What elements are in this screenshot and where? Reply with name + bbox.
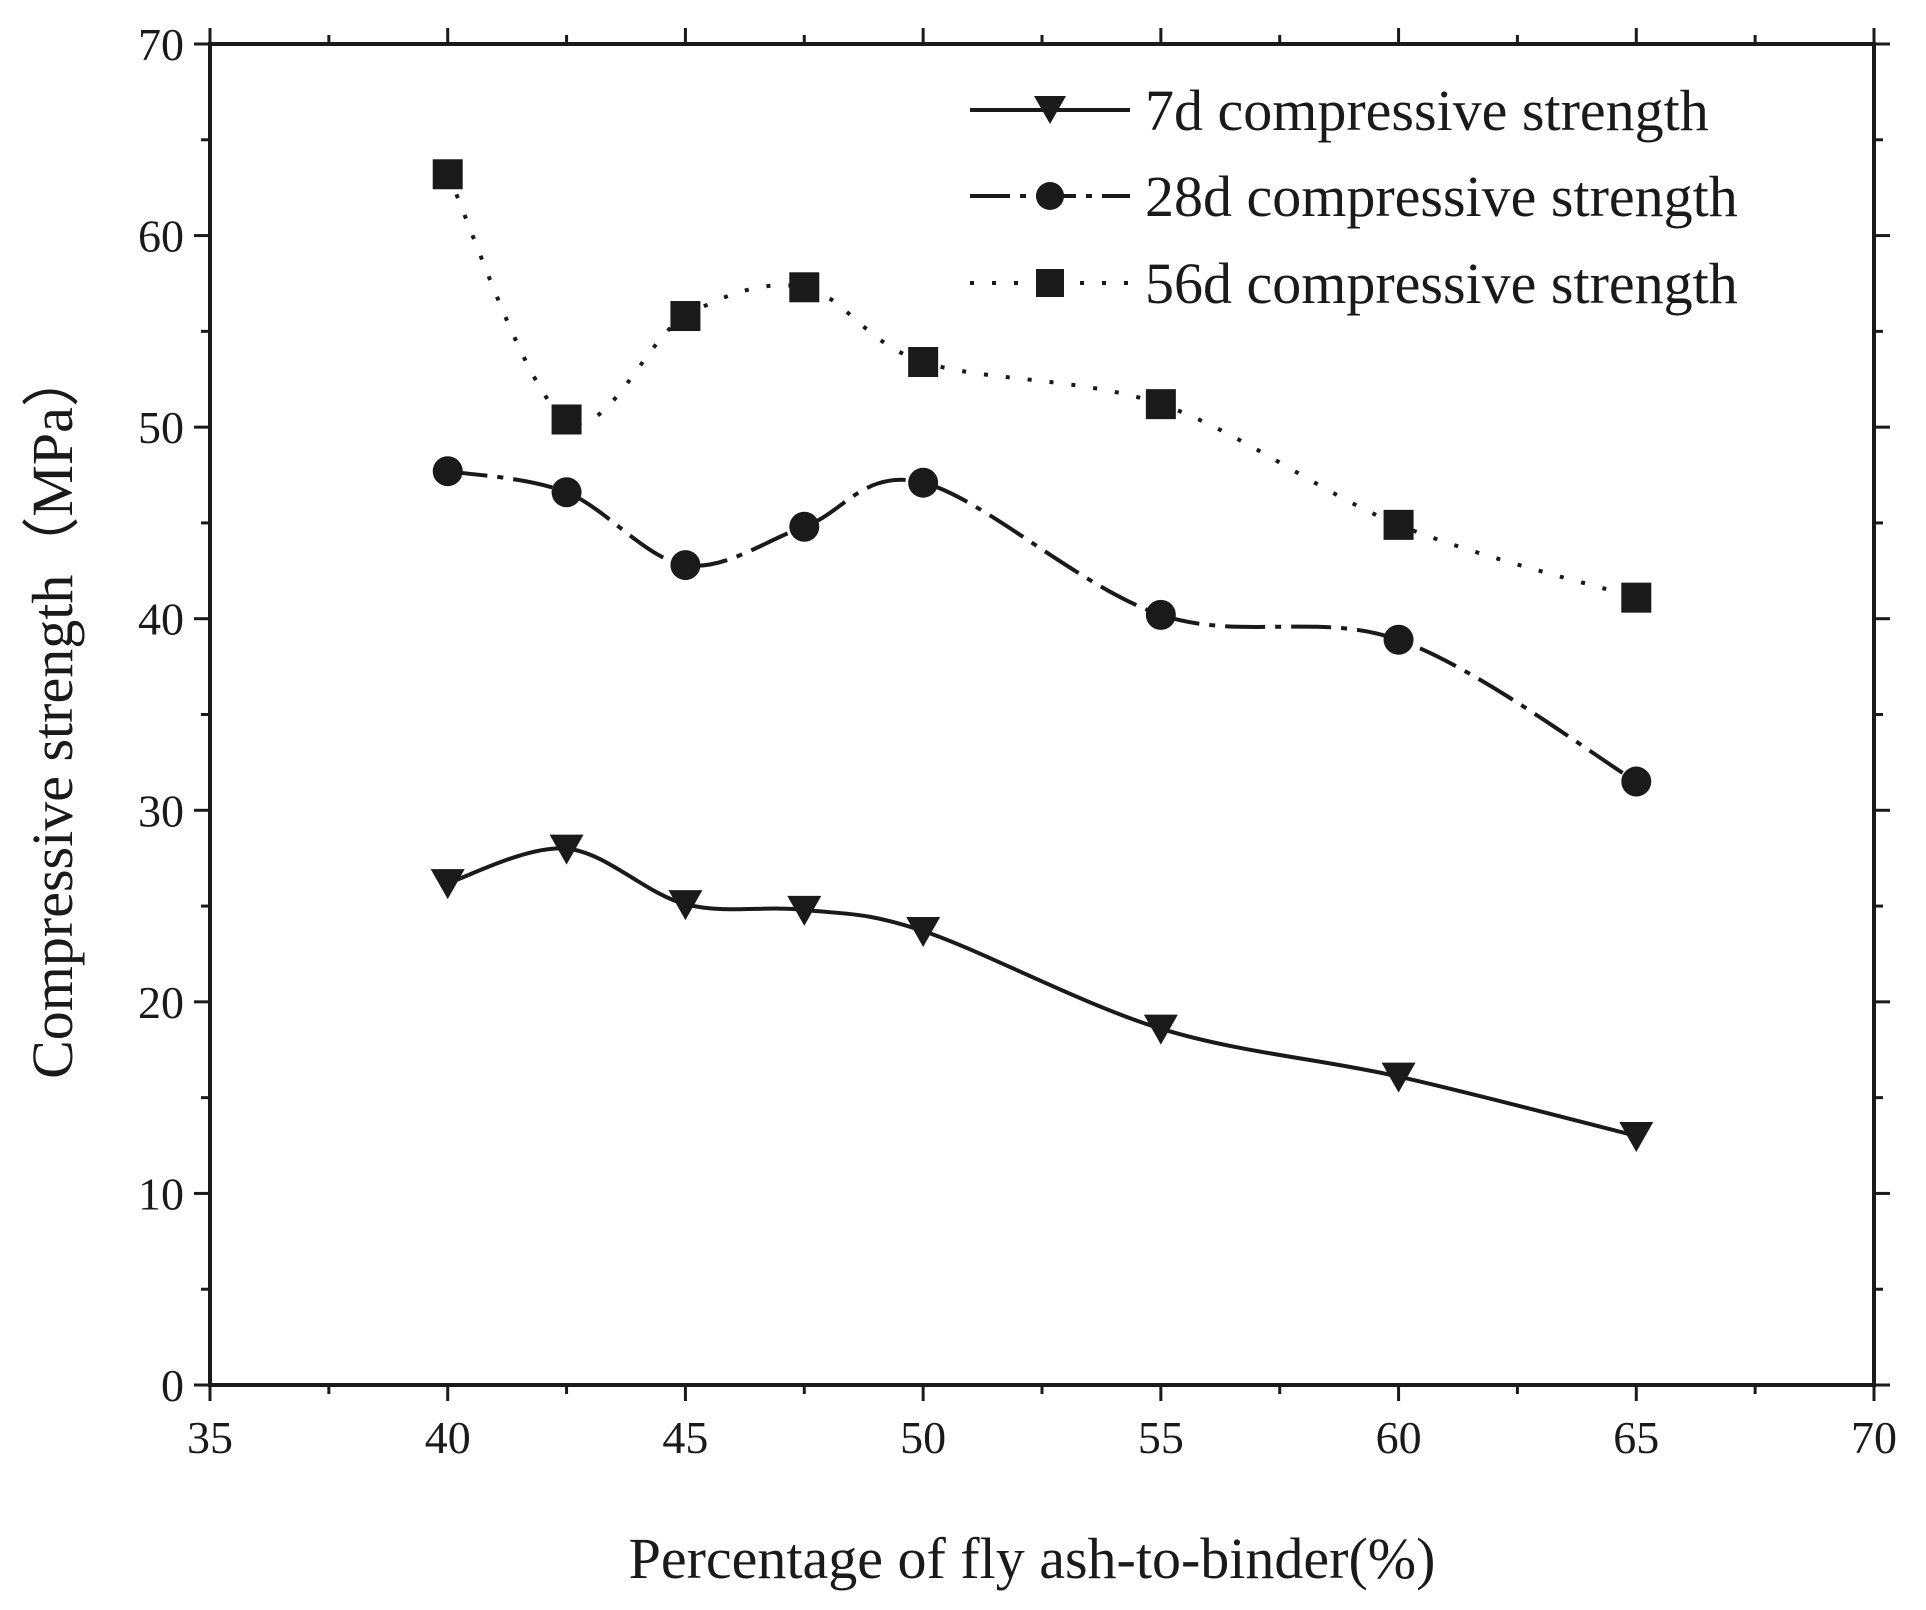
data-point-56d [551,404,582,435]
data-point-28d [432,456,463,487]
legend-label-7d: 7d compressive strength [1145,78,1709,143]
y-tick-label: 40 [138,594,184,645]
x-tick-label: 65 [1613,1412,1659,1463]
data-point-56d [1145,389,1176,420]
y-tick-labels: 0 10 20 30 40 50 60 70 [138,19,184,1411]
data-point-7d [1619,1121,1654,1152]
legend-label-56d: 56d compressive strength [1145,251,1738,316]
data-point-56d [1383,509,1414,540]
series-line-56d [445,173,1637,600]
data-point-7d [1381,1062,1416,1093]
x-axis-title: Percentage of fly ash-to-binder(%) [629,1526,1436,1591]
data-point-28d [789,511,820,542]
data-point-7d [430,869,465,900]
data-point-7d [787,895,822,926]
data-point-7d [1143,1014,1178,1045]
data-point-28d [1383,624,1414,655]
series-line-7d [447,846,1637,1138]
data-point-56d [908,347,939,378]
series-line-28d [447,469,1638,784]
legend: 7d compressive strength 28d compressive … [970,78,1738,316]
legend-marker-56d [1036,269,1064,297]
x-tick-label: 45 [662,1412,708,1463]
data-point-56d [432,159,463,190]
data-point-28d [1145,599,1176,630]
x-tick-label: 60 [1376,1412,1422,1463]
data-point-56d [670,301,701,332]
data-point-56d [789,272,820,303]
x-tick-label: 70 [1851,1412,1897,1463]
y-tick-label: 10 [138,1168,184,1219]
data-point-28d [670,550,701,581]
legend-label-28d: 28d compressive strength [1145,164,1738,229]
x-tick-label: 35 [187,1412,233,1463]
axis-ticks [194,28,1890,1401]
legend-marker-7d [1034,96,1066,124]
x-tick-labels: 35 40 45 50 55 60 65 70 [187,1412,1897,1463]
plot-frame [208,42,1876,1387]
series-markers [430,159,1654,1152]
x-tick-label: 55 [1138,1412,1184,1463]
data-point-7d [906,916,941,947]
legend-marker-28d [1036,182,1064,210]
data-point-7d [668,890,703,921]
y-tick-label: 0 [161,1360,184,1411]
data-point-28d [1621,766,1652,797]
data-point-56d [1621,582,1652,613]
data-point-28d [908,467,939,498]
y-tick-label: 50 [138,402,184,453]
series-lines [445,173,1638,1138]
y-axis-title: Compressive strength（MPa） [20,349,85,1079]
y-tick-label: 70 [138,19,184,70]
y-tick-label: 20 [138,977,184,1028]
x-tick-label: 50 [900,1412,946,1463]
data-point-28d [551,477,582,508]
data-point-7d [549,834,584,865]
y-tick-label: 60 [138,211,184,262]
x-tick-label: 40 [425,1412,471,1463]
y-tick-label: 30 [138,785,184,836]
